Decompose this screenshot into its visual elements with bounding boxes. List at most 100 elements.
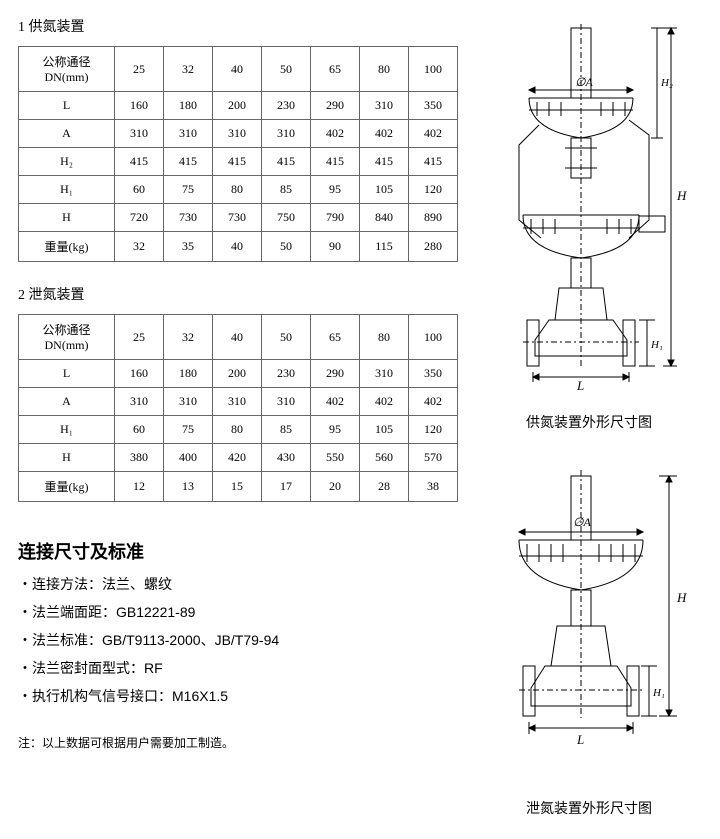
cell: 570 [409,444,458,472]
cell: 32 [115,232,164,262]
cell: 95 [311,176,360,204]
row-label: H₁ [19,176,115,204]
cell: 160 [115,92,164,120]
cell: 290 [311,92,360,120]
col-head: 25 [115,315,164,360]
cell: 200 [213,92,262,120]
col-head: 65 [311,47,360,92]
cell: 90 [311,232,360,262]
cell: 40 [213,232,262,262]
cell: 280 [409,232,458,262]
cell: 17 [262,472,311,502]
cell: 120 [409,416,458,444]
cell: 95 [311,416,360,444]
diagram2-caption: 泄氮装置外形尺寸图 [526,798,652,818]
cell: 75 [164,416,213,444]
cell: 730 [213,204,262,232]
standards-item: 法兰标准：GB/T9113-2000、JB/T79-94 [18,630,458,650]
cell: 310 [360,92,409,120]
table-row: A310310310310402402402 [19,120,458,148]
col-head: 50 [262,47,311,92]
col-head: 80 [360,315,409,360]
cell: 310 [213,120,262,148]
label-H: H [676,590,687,605]
cell: 350 [409,92,458,120]
section-2: 2 泄氮装置 公称通径 DN(mm) 25 32 40 50 65 80 100… [18,284,458,502]
standards-item: 法兰密封面型式：RF [18,658,458,678]
cell: 310 [164,388,213,416]
cell: 415 [213,148,262,176]
row-label: 重量(kg) [19,472,115,502]
section2-title: 2 泄氮装置 [18,284,458,304]
label-H1: H₁ [650,339,663,351]
diagram-release: ∅A L H H₁ [479,466,699,786]
col-head: 80 [360,47,409,92]
table-row: H₁6075808595105120 [19,176,458,204]
cell: 560 [360,444,409,472]
row-label: A [19,388,115,416]
cell: 415 [360,148,409,176]
cell: 230 [262,92,311,120]
cell: 160 [115,360,164,388]
table-row: H380400420430550560570 [19,444,458,472]
table-row: H720730730750790840890 [19,204,458,232]
cell: 415 [164,148,213,176]
cell: 290 [311,360,360,388]
cell: 310 [164,120,213,148]
cell: 60 [115,416,164,444]
cell: 310 [262,120,311,148]
table-row: L160180200230290310350 [19,360,458,388]
row-label: H₂ [19,148,115,176]
row-label: L [19,360,115,388]
cell: 15 [213,472,262,502]
footnote: 注：以上数据可根据用户需要加工制造。 [18,734,458,751]
col-head: 65 [311,315,360,360]
cell: 415 [311,148,360,176]
cell: 415 [115,148,164,176]
cell: 12 [115,472,164,502]
row-label: L [19,92,115,120]
cell: 310 [115,388,164,416]
cell: 85 [262,416,311,444]
cell: 180 [164,360,213,388]
cell: 28 [360,472,409,502]
cell: 790 [311,204,360,232]
row-label: 重量(kg) [19,232,115,262]
cell: 80 [213,416,262,444]
col-head: 100 [409,315,458,360]
standards-item: 法兰端面距：GB12221-89 [18,602,458,622]
section1-title: 1 供氮装置 [18,16,458,36]
cell: 750 [262,204,311,232]
cell: 200 [213,360,262,388]
label-L: L [576,732,584,747]
cell: 430 [262,444,311,472]
header-label: 公称通径DN(mm) [19,47,115,92]
cell: 420 [213,444,262,472]
table-row: 公称通径 DN(mm) 25 32 40 50 65 80 100 [19,315,458,360]
cell: 85 [262,176,311,204]
col-head: 40 [213,315,262,360]
row-label: A [19,120,115,148]
label-phiA: ∅A [573,515,591,529]
standards-item: 执行机构气信号接口：M16X1.5 [18,686,458,706]
table-release: 公称通径 DN(mm) 25 32 40 50 65 80 100 L16018… [18,314,458,502]
standards-section: 连接尺寸及标准 连接方法：法兰、螺纹 法兰端面距：GB12221-89 法兰标准… [18,538,458,706]
cell: 80 [213,176,262,204]
cell: 105 [360,176,409,204]
label-H1: H₁ [652,687,665,699]
cell: 310 [360,360,409,388]
label-H2: H₂ [660,77,673,89]
label-L: L [576,378,584,393]
cell: 310 [115,120,164,148]
cell: 310 [213,388,262,416]
standards-item: 连接方法：法兰、螺纹 [18,574,458,594]
col-head: 25 [115,47,164,92]
col-head: 40 [213,47,262,92]
cell: 105 [360,416,409,444]
diagram-supply: ∅A L H H₂ H₁ [479,20,699,400]
cell: 350 [409,360,458,388]
table-row: 公称通径DN(mm) 25 32 40 50 65 80 100 [19,47,458,92]
standards-list: 连接方法：法兰、螺纹 法兰端面距：GB12221-89 法兰标准：GB/T911… [18,574,458,706]
cell: 115 [360,232,409,262]
cell: 310 [262,388,311,416]
